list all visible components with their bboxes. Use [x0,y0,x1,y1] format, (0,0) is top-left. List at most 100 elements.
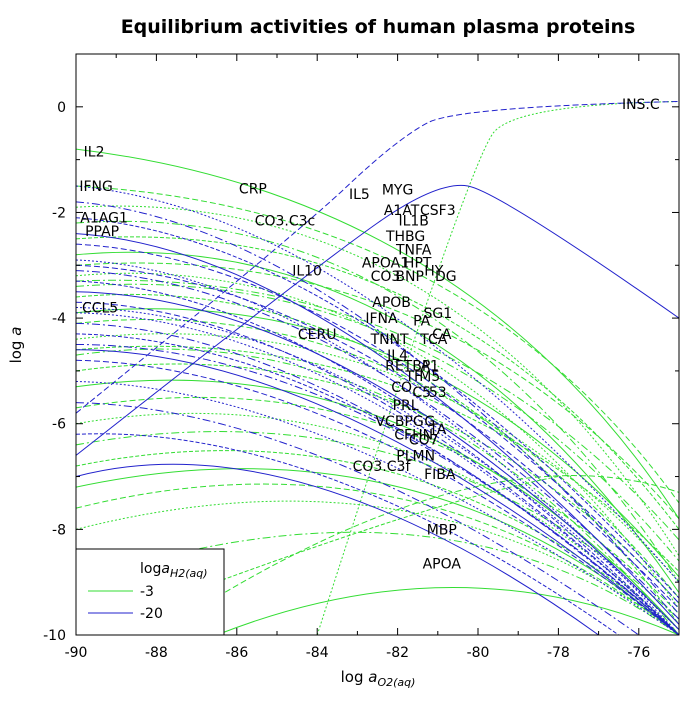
series-line-minus3 [76,500,679,635]
protein-label: TNNT [370,332,409,348]
series-line-minus20 [76,233,679,625]
protein-label: A1AG1 [80,211,128,227]
series-line-minus20 [76,264,679,609]
plot-frame [75,53,680,636]
protein-label: RETBP [385,359,430,375]
protein-label: HY [424,264,444,280]
protein-label: PPAP [85,224,119,240]
series-line-minus3 [76,272,679,609]
x-tick-label: -78 [547,645,570,661]
series-line-minus3 [76,483,679,635]
x-tick-label: -86 [225,645,248,661]
protein-label: TF [404,369,422,385]
series-layer [76,101,679,635]
protein-label: APOA [423,557,462,573]
protein-label: MYG [382,183,413,199]
series-line-minus3 [76,363,679,604]
protein-label: FIBA [424,467,456,483]
y-tick-label: -6 [52,417,66,433]
protein-label: TNFA [395,242,432,258]
series-line-minus20 [76,184,679,456]
protein-label: CFHN [394,427,433,443]
x-axis-label: log aO2(aq) [341,668,416,689]
series-line-minus3 [156,475,679,635]
protein-label: MBP [427,522,457,538]
y-tick-label: -4 [52,311,66,327]
series-line-minus3 [76,396,679,615]
series-line-minus20 [76,463,599,635]
protein-labels: INS.C IL2 IFNG CRP IL5 MYG A1AG1 CO3.C3c A1AT CSF… [79,97,660,573]
series-line-minus3 [76,262,679,520]
x-tick-label: -80 [467,645,490,661]
series-line-minus20 [76,217,679,599]
protein-label: CO3.C3f [353,459,412,475]
series-line-minus20 [76,185,679,583]
legend-box [75,548,225,636]
protein-label: CSF3 [420,203,456,219]
series-line-minus20 [76,402,640,635]
protein-label: IL4 [387,348,408,364]
series-line-minus3 [76,283,679,562]
chart-title: Equilibrium activities of human plasma p… [121,16,636,38]
y-tick-label: -2 [52,205,66,221]
protein-label: IL2 [84,145,105,161]
y-tick-label: -8 [52,522,66,538]
protein-label: THBG [385,229,425,245]
protein-label: 53 [429,385,447,401]
series-line-minus20 [76,270,679,620]
protein-label: IL5 [349,187,370,203]
protein-label: DG [435,269,457,285]
protein-label: A1 [421,359,439,375]
series-line-minus20 [76,243,679,604]
protein-label: IFNA [365,311,398,327]
protein-label: CA [432,327,452,343]
protein-label: TA [428,422,446,438]
legend-label-minus3: -3 [140,584,154,600]
series-line-minus3 [216,587,679,635]
series-line-minus20 [76,322,679,635]
protein-label: SG1 [423,306,452,322]
protein-label: BNP [395,269,424,285]
protein-label: HPT [404,256,432,272]
protein-label: IL1B [398,213,428,229]
protein-label: PRL [393,398,419,414]
x-tick-label: -88 [145,645,168,661]
series-line-minus3 [76,205,679,557]
legend-title: logaH2(aq) [140,561,208,580]
y-tick-label: 0 [57,100,66,116]
protein-label: CO [391,380,412,396]
series-line-minus20 [76,301,679,635]
protein-label: PLMN [396,448,435,464]
axis-ticks: -90 -88 -86 -84 -82 -80 -78 -76-10-8-6-4-20 [43,53,680,661]
protein-label: IFNG [79,179,113,195]
protein-label: CO3.C3c [255,213,316,229]
protein-label: A1AT [384,203,420,219]
protein-label: TCA [419,332,448,348]
series-line-minus20 [76,101,679,414]
legend-label-minus20: -20 [140,606,163,622]
protein-label: CO7 [409,433,439,449]
protein-label: VCBPG [375,414,423,430]
y-axis-label: log a [7,327,25,364]
x-tick-label: -76 [627,645,650,661]
series-line-minus3 [76,308,679,578]
series-line-minus20 [76,201,679,615]
series-line-minus20 [76,349,679,635]
protein-label: APOA1 [362,256,409,272]
series-line-minus20 [76,381,679,635]
protein-label: C5 [412,385,431,401]
x-tick-label: -90 [65,645,88,661]
series-line-minus3 [76,345,679,572]
x-tick-label: -82 [386,645,409,661]
series-line-minus20 [76,312,679,635]
series-line-minus20 [76,291,679,631]
protein-label: INS.C [622,97,660,113]
series-line-minus20 [76,280,679,635]
series-line-minus3 [76,251,679,593]
protein-label: CRP [239,182,267,198]
protein-label: IL10 [292,264,322,280]
series-line-minus3 [76,348,679,635]
series-line-minus3 [76,450,679,635]
protein-label: CERU [298,327,337,343]
